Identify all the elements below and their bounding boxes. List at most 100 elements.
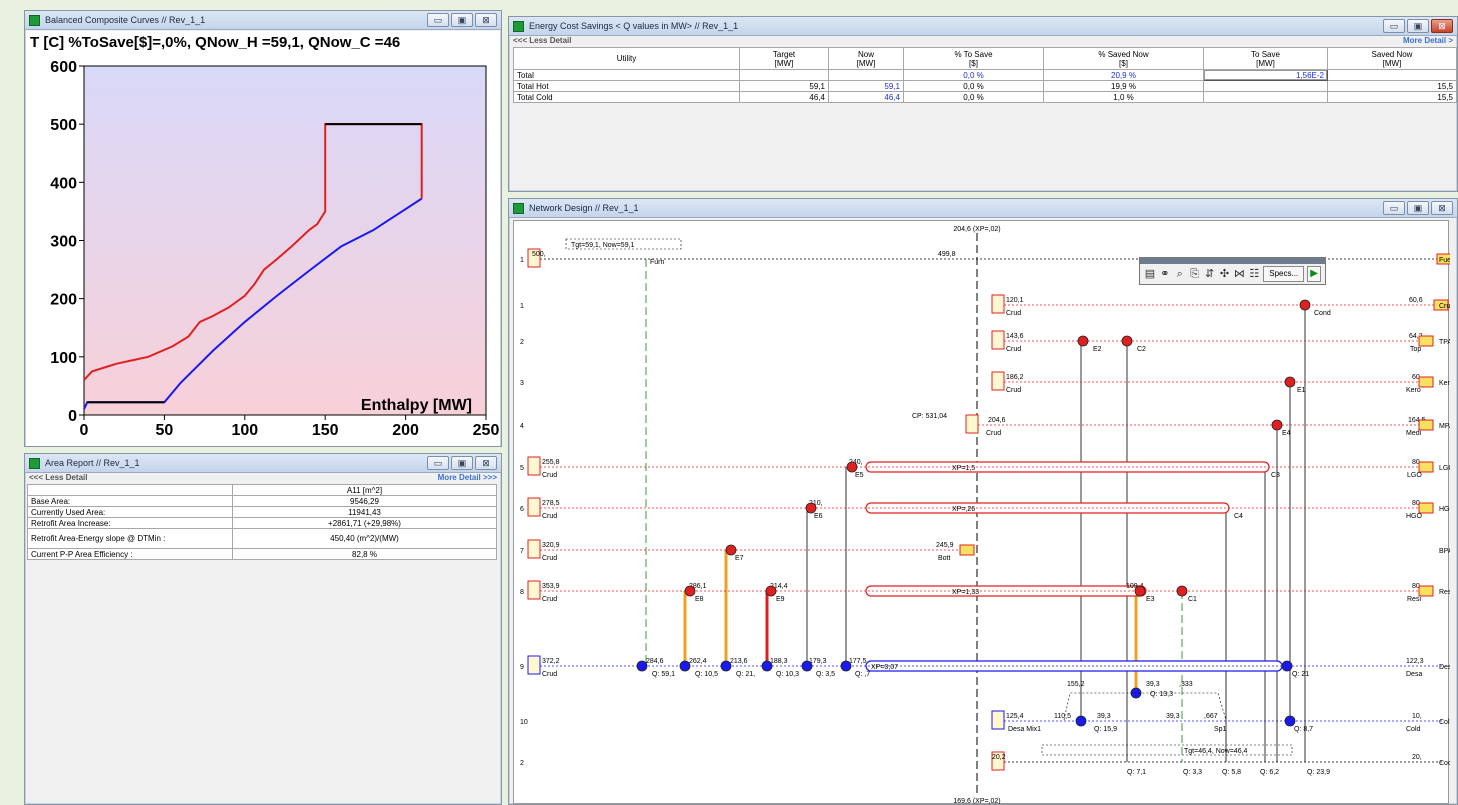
close-button[interactable]: ⊠ xyxy=(475,13,497,27)
specs-button[interactable]: Specs... xyxy=(1263,266,1305,282)
binoculars-icon[interactable]: ⚭ xyxy=(1160,268,1170,280)
diagram-label: XP=1,33 xyxy=(952,589,979,596)
grid-icon[interactable]: ☷ xyxy=(1249,268,1260,280)
x-tick-label: 50 xyxy=(156,422,174,439)
stream-source-icon xyxy=(527,580,541,600)
close-button[interactable]: ⊠ xyxy=(475,456,497,470)
stream-temp-label: 64,2 xyxy=(1409,333,1423,340)
diagram-label: E8 xyxy=(695,596,704,603)
exchanger-node xyxy=(1284,376,1296,388)
composite-curves-titlebar[interactable]: Balanced Composite Curves // Rev_1_1 ▭ ▣… xyxy=(25,11,501,30)
toolbar-grip[interactable] xyxy=(1140,258,1325,264)
diagram-label: Bott xyxy=(938,555,951,562)
exchanger-node xyxy=(720,660,732,672)
stream-temp-label: 214,4 xyxy=(770,583,788,590)
stream-temp-label: 353,9 xyxy=(542,583,560,590)
page-zoom-icon[interactable]: ⎘ xyxy=(1190,268,1200,280)
diagram-label: C4 xyxy=(1234,513,1243,520)
y-tick-label: 600 xyxy=(50,59,77,76)
diagram-label: Furn xyxy=(650,259,665,266)
stream-temp-label: 204,6 xyxy=(988,417,1006,424)
stream-row-number: 6 xyxy=(520,506,524,513)
stream-name-label: LGO xyxy=(1439,465,1450,472)
network-design-window: Network Design // Rev_1_1 ▭ ▣ ⊠ 204,6 (X… xyxy=(508,198,1458,805)
stream-row-number: 8 xyxy=(520,589,524,596)
diagram-label: Q: 6,2 xyxy=(1260,769,1279,776)
saved-now-cell: 15,5 xyxy=(1327,80,1457,92)
split-icon[interactable]: ✣ xyxy=(1219,268,1230,280)
diagram-label: Tgt=46,4, Now=46,4 xyxy=(1184,748,1248,755)
to-save-pct-cell: 0,0 % xyxy=(903,69,1044,81)
stream-temp-label: 109,4 xyxy=(1126,583,1144,590)
minimize-button[interactable]: ▭ xyxy=(1383,201,1405,215)
to-save-cell[interactable]: 1,56E-2 xyxy=(1203,69,1328,81)
diagram-label: LGO xyxy=(1407,472,1422,479)
y-tick-label: 300 xyxy=(50,234,77,251)
properties-icon[interactable]: ▤ xyxy=(1144,268,1156,280)
zoom-icon[interactable]: ⌕ xyxy=(1176,268,1183,280)
column-header: To Save [MW] xyxy=(1203,47,1328,70)
more-detail-link[interactable]: More Detail >>> xyxy=(437,473,497,482)
row-value: 450,40 (m^2)/(MW) xyxy=(232,528,497,549)
stream-target-icon xyxy=(1418,419,1434,431)
stream-target-icon xyxy=(1433,299,1449,311)
saved-now-cell xyxy=(1327,69,1457,81)
network-design-titlebar[interactable]: Network Design // Rev_1_1 ▭ ▣ ⊠ xyxy=(509,199,1457,218)
table-row: Total 0,0 % 20,9 % 1,56E-2 xyxy=(513,69,1457,81)
diagram-label: Resi xyxy=(1407,596,1421,603)
stream-row-number: 9 xyxy=(520,664,524,671)
row-label: Total xyxy=(513,69,740,81)
saved-now-cell: 15,5 xyxy=(1327,91,1457,103)
energy-cost-titlebar[interactable]: Energy Cost Savings < Q values in MW> //… xyxy=(509,17,1457,36)
to-save-pct-cell: 0,0 % xyxy=(903,91,1044,103)
target-cell xyxy=(739,69,829,81)
diagram-label: Crud xyxy=(542,671,557,678)
stream-source-icon xyxy=(527,248,541,268)
maximize-button[interactable]: ▣ xyxy=(1407,19,1429,33)
stream-temp-label: 284,6 xyxy=(646,658,664,665)
diagram-label: Tgt=59,1, Now=59,1 xyxy=(571,242,635,249)
less-detail-link[interactable]: <<< Less Detail xyxy=(29,473,88,482)
less-detail-link[interactable]: <<< Less Detail xyxy=(513,36,572,45)
minimize-button[interactable]: ▭ xyxy=(1383,19,1405,33)
stream-name-label: Res xyxy=(1439,589,1450,596)
furnace-target-box xyxy=(565,238,682,250)
close-button[interactable]: ⊠ xyxy=(1431,201,1453,215)
plot-area xyxy=(83,65,487,416)
stream-name-label: Fue xyxy=(1439,257,1450,264)
maximize-button[interactable]: ▣ xyxy=(1407,201,1429,215)
close-button[interactable]: ⊠ xyxy=(1431,19,1453,33)
cold-target-box xyxy=(1041,744,1293,756)
stream-source-icon xyxy=(991,294,1005,314)
window-icon xyxy=(29,14,40,26)
maximize-button[interactable]: ▣ xyxy=(451,13,473,27)
diagram-label: Top xyxy=(1410,346,1421,353)
diagram-label: Q: 59,1 xyxy=(652,671,675,678)
maximize-button[interactable]: ▣ xyxy=(451,456,473,470)
diagram-label: Cold xyxy=(1406,726,1421,733)
stream-temp-label: 80, xyxy=(1412,459,1422,466)
network-diagram[interactable]: 204,6 (XP=,02) 169,6 (XP=,02) 1 500, 499,8… xyxy=(514,221,1456,805)
minimize-button[interactable]: ▭ xyxy=(427,13,449,27)
arrange-icon[interactable]: ⇵ xyxy=(1204,268,1215,280)
minimize-button[interactable]: ▭ xyxy=(427,456,449,470)
diagram-label: E6 xyxy=(814,513,823,520)
network-canvas[interactable]: 204,6 (XP=,02) 169,6 (XP=,02) 1 500, 499,8… xyxy=(513,220,1456,805)
diagram-label: CP: 531,04 xyxy=(912,413,947,420)
window-icon xyxy=(29,457,40,469)
row-value: 82,8 % xyxy=(232,548,497,560)
diagram-label: Cond xyxy=(1314,310,1331,317)
more-detail-link[interactable]: More Detail > xyxy=(1402,36,1453,45)
run-icon[interactable]: ▶ xyxy=(1307,266,1322,282)
merge-icon[interactable]: ⋈ xyxy=(1233,268,1245,280)
stream-temp-label: 164,5 xyxy=(1408,417,1426,424)
diagram-label: Q: 21 xyxy=(1292,671,1309,678)
stream-temp-label: 188,3 xyxy=(770,658,788,665)
stream-name-label: Coo xyxy=(1439,760,1450,767)
area-report-titlebar[interactable]: Area Report // Rev_1_1 ▭ ▣ ⊠ xyxy=(25,454,501,473)
x-tick-label: 0 xyxy=(80,422,89,439)
stream-target-icon xyxy=(1418,376,1434,388)
y-tick-label: 500 xyxy=(50,117,77,134)
stream-temp-label: 372,2 xyxy=(542,658,560,665)
split-bracket xyxy=(1063,692,1227,721)
